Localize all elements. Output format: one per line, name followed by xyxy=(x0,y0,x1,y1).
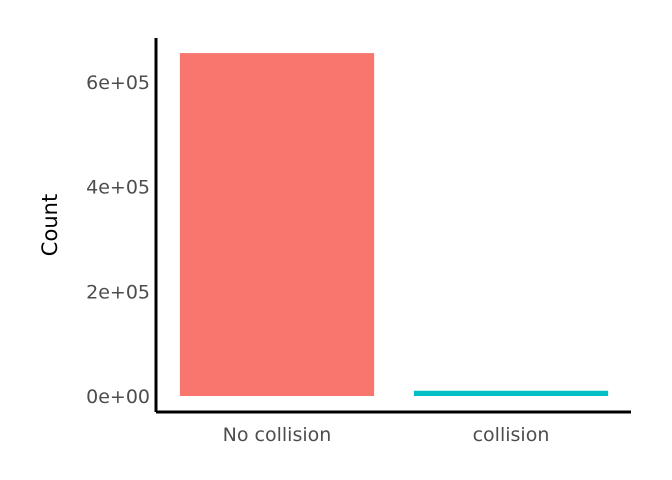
bar-collision xyxy=(413,390,609,396)
x-tick-label: No collision xyxy=(223,424,332,446)
y-tick-label: 4e+05 xyxy=(86,177,150,199)
x-tick-label: collision xyxy=(473,424,550,446)
bar-no-collision xyxy=(179,53,375,397)
y-tick-label: 0e+00 xyxy=(86,386,150,408)
y-tick-label: 2e+05 xyxy=(86,281,150,303)
bars-group xyxy=(179,53,609,397)
y-tick-label: 6e+05 xyxy=(86,72,150,94)
y-axis-title: Count xyxy=(38,194,62,256)
y-axis-ticks: 0e+00 2e+05 4e+05 6e+05 xyxy=(86,72,150,408)
x-axis-ticks: No collision collision xyxy=(223,424,550,446)
